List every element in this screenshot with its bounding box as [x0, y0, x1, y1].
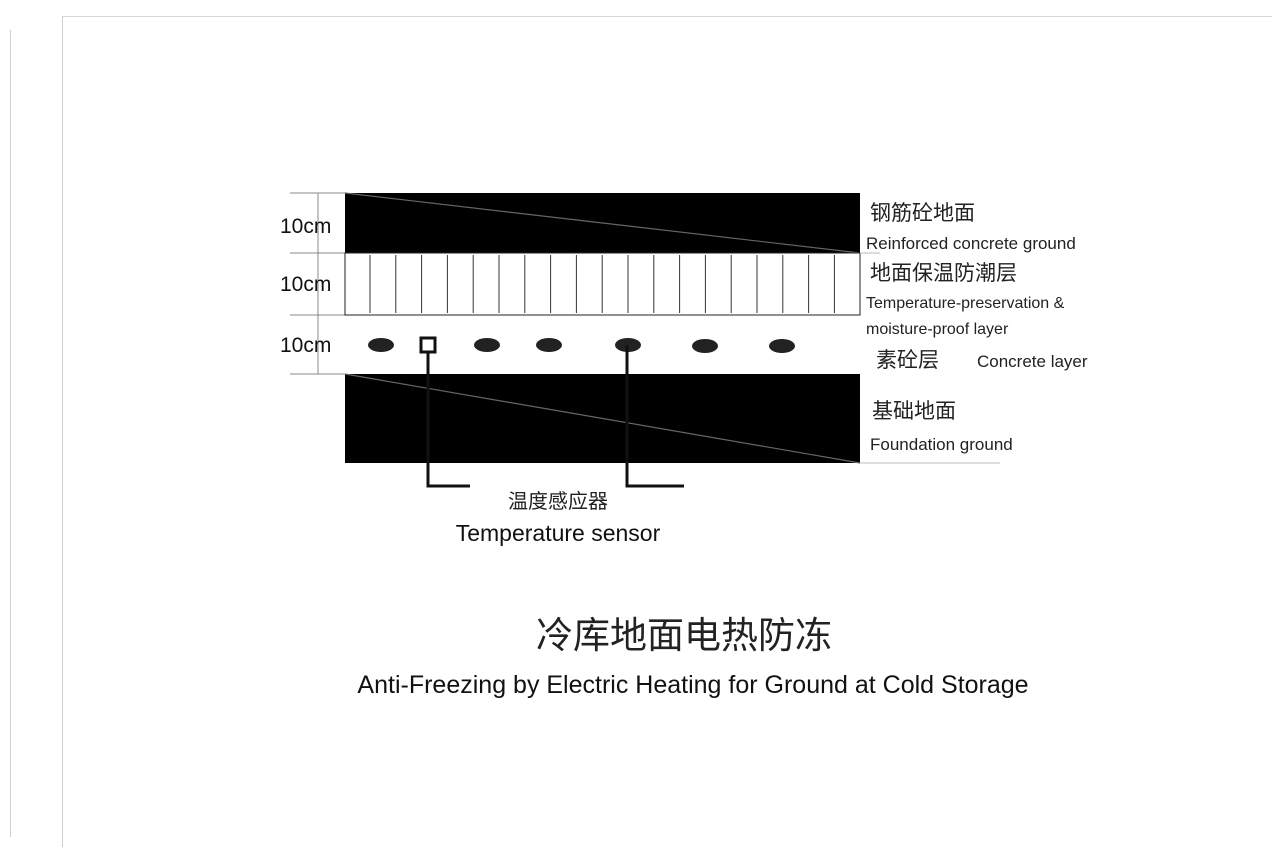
caption-cn: 冷库地面电热防冻	[536, 614, 832, 657]
layer-label-en: Reinforced concrete ground	[866, 234, 1076, 253]
foundation-layer-hatch	[344, 373, 861, 464]
thickness-label: 10cm	[280, 215, 331, 238]
sensor-label-cn: 温度感应器	[508, 489, 608, 513]
heating-cable	[692, 339, 718, 353]
thickness-label: 10cm	[280, 273, 331, 296]
concrete-layer	[345, 314, 860, 374]
dimension-guides	[290, 192, 345, 375]
insulation-layer	[344, 252, 861, 316]
sensor-label-en: Temperature sensor	[456, 520, 661, 546]
layer-label-cn: 地面保温防潮层	[870, 261, 1017, 285]
sensor-wires	[426, 352, 684, 488]
panel-top-border	[62, 16, 1272, 17]
heating-cable	[368, 338, 394, 352]
layer-label-en: Temperature-preservation &	[866, 295, 1065, 312]
left-panel-edge	[10, 30, 11, 837]
sensor-probe	[419, 336, 437, 354]
layer-label-en: Foundation ground	[870, 435, 1013, 454]
thickness-label: 10cm	[280, 334, 331, 357]
layer-label-cn: 基础地面	[872, 399, 956, 423]
heating-cable	[769, 339, 795, 353]
heating-cable	[474, 338, 500, 352]
heating-cable	[536, 338, 562, 352]
layer-label-en: Concrete layer	[977, 352, 1088, 371]
reinforced-layer-hatch	[344, 192, 861, 254]
label-leaders	[860, 252, 1000, 464]
layer-label-en: moisture-proof layer	[866, 321, 1009, 338]
caption-en: Anti-Freezing by Electric Heating for Gr…	[357, 671, 1028, 699]
layer-label-cn: 素砼层	[876, 348, 939, 372]
layer-label-cn: 钢筋砼地面	[870, 201, 975, 225]
